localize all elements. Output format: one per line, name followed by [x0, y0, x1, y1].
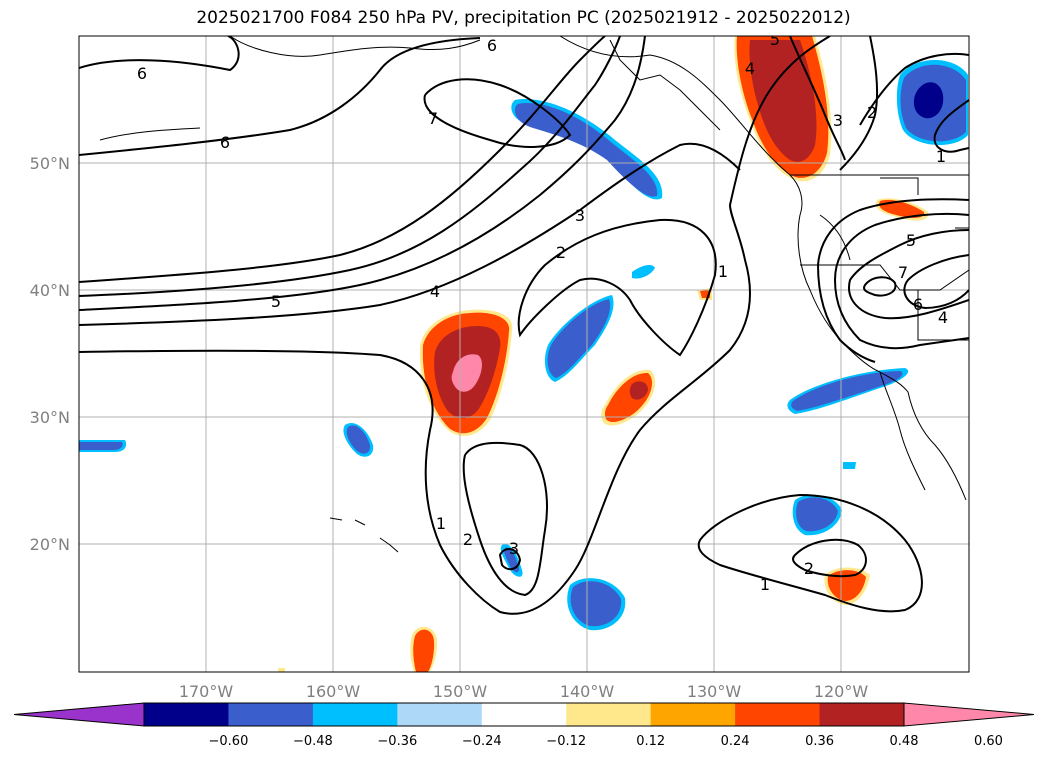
- colorbar-tick-label: −0.48: [293, 734, 333, 749]
- lon-label: 130°W: [687, 682, 742, 701]
- longitude-labels: 170°W 160°W 150°W 140°W 130°W 120°W: [179, 682, 869, 701]
- colorbar-tick-label: −0.24: [462, 734, 502, 749]
- colorbar-tick-label: 0.36: [805, 734, 834, 749]
- map-frame: [78, 35, 970, 673]
- contour-label: 6: [487, 36, 497, 55]
- lon-label: 120°W: [814, 682, 869, 701]
- colorbar-segments: [13, 702, 1035, 727]
- contour-label: 3: [833, 111, 843, 130]
- contour-label: 7: [428, 109, 438, 128]
- contour-label: 2: [556, 243, 566, 262]
- lon-label: 160°W: [306, 682, 361, 701]
- colorbar-tick-label: −0.60: [209, 734, 249, 749]
- colorbar-tick-label: 0.24: [721, 734, 750, 749]
- colorbar-tick-label: −0.12: [546, 734, 586, 749]
- contour-label: 6: [913, 295, 923, 314]
- contour-label: 1: [718, 262, 728, 281]
- contour-label: 6: [220, 133, 230, 152]
- colorbar-segment: [481, 703, 567, 726]
- contour-label: 5: [906, 231, 916, 250]
- colorbar-tick-label: 0.48: [890, 734, 919, 749]
- colorbar-frame: [143, 702, 905, 727]
- colorbar-segment: [228, 703, 314, 726]
- latitude-labels: 50°N 40°N 30°N 20°N: [30, 154, 70, 554]
- contour-label: 3: [509, 539, 519, 558]
- contour-label: 4: [745, 59, 755, 78]
- contour-label: 4: [938, 308, 948, 327]
- contour-label: 2: [463, 530, 473, 549]
- contour-label: 4: [430, 282, 440, 301]
- contour-label: 3: [575, 206, 585, 225]
- colorbar-extend-min: [13, 702, 145, 727]
- colorbar-segment: [650, 703, 736, 726]
- colorbar-segment: [144, 703, 229, 726]
- colorbar: −0.60 −0.48 −0.36 −0.24 −0.12 0.12 0.24 0.36 0.4…: [13, 702, 1035, 749]
- lon-label: 140°W: [560, 682, 615, 701]
- colorbar-tick-label: −0.36: [377, 734, 417, 749]
- contour-label: 7: [898, 263, 908, 282]
- lat-label: 30°N: [30, 408, 70, 427]
- lon-label: 150°W: [433, 682, 488, 701]
- precip-shading: [79, 36, 968, 672]
- contour-label: 5: [770, 30, 780, 49]
- colorbar-tick-labels: −0.60 −0.48 −0.36 −0.24 −0.12 0.12 0.24 0.36 0.4…: [209, 734, 1003, 749]
- lat-label: 40°N: [30, 281, 70, 300]
- colorbar-tick-label: 0.12: [636, 734, 665, 749]
- figure-title: 2025021700 F084 250 hPa PV, precipitatio…: [196, 8, 851, 28]
- colorbar-segment: [735, 703, 821, 726]
- colorbar-extend-max: [903, 702, 1035, 727]
- negative-precip-anomalies: [79, 60, 968, 631]
- pv-contour-labels: 6 6 6 7 5 4 3 2 1 1 2 3 1 2 7 6 5 4 3 2 …: [137, 30, 948, 594]
- map-plot-area: 6 6 6 7 5 4 3 2 1 1 2 3 1 2 7 6 5 4 3 2 …: [79, 30, 969, 672]
- coastlines: [99, 36, 969, 553]
- positive-precip-anomalies: [278, 36, 929, 672]
- lon-label: 170°W: [179, 682, 234, 701]
- colorbar-segment: [566, 703, 652, 726]
- colorbar-segment: [819, 703, 905, 726]
- contour-label: 1: [936, 147, 946, 166]
- contour-label: 1: [760, 575, 770, 594]
- contour-label: 5: [271, 292, 281, 311]
- contour-label: 2: [867, 103, 877, 122]
- colorbar-segment: [312, 703, 398, 726]
- contour-label: 1: [436, 514, 446, 533]
- contour-label: 6: [137, 64, 147, 83]
- pv-contours: [79, 36, 969, 615]
- colorbar-tick-label: 0.60: [974, 734, 1003, 749]
- lat-label: 20°N: [30, 535, 70, 554]
- colorbar-segment: [397, 703, 483, 726]
- contour-label: 2: [804, 559, 814, 578]
- lat-label: 50°N: [30, 154, 70, 173]
